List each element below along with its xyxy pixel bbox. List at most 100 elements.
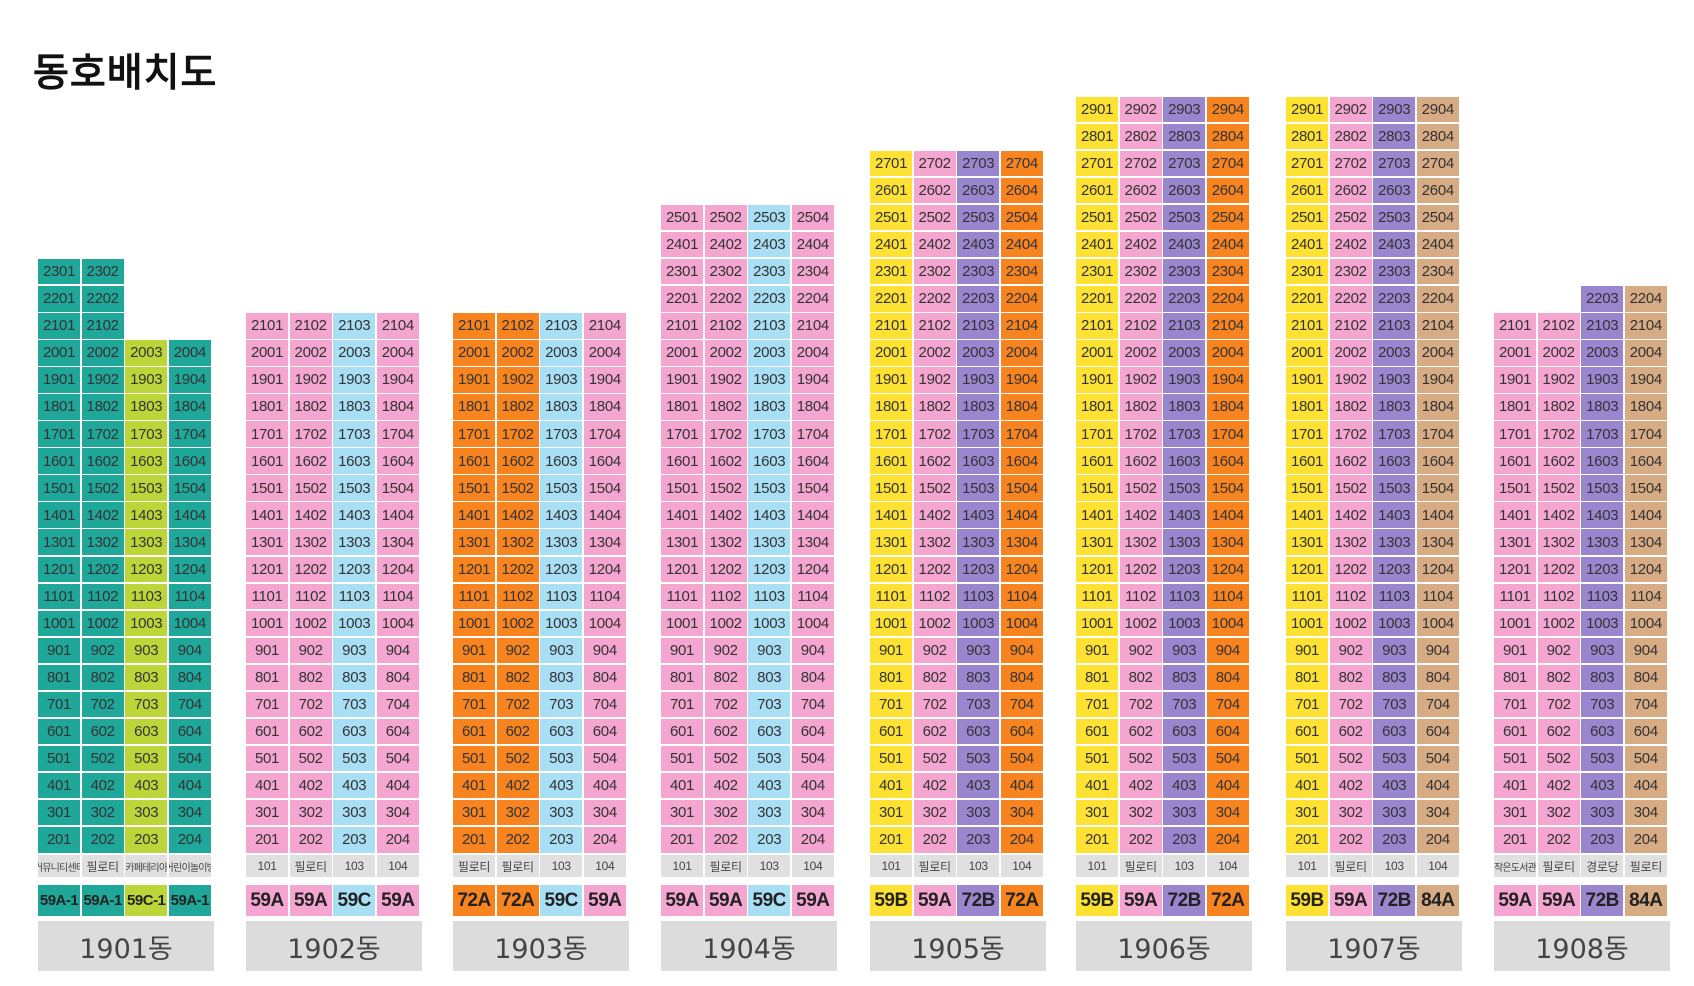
unit-cell: 602: [1119, 718, 1162, 745]
unit-cell: 804: [1000, 664, 1043, 691]
ground-floor-cell: 101: [661, 855, 704, 877]
unit-cell: 901: [1076, 637, 1119, 664]
ground-floor-cell: 필로티: [1329, 855, 1372, 877]
unit-cell: 904: [1624, 637, 1667, 664]
unit-cell: 902: [1329, 637, 1372, 664]
unit-cell: 201: [1286, 827, 1329, 853]
unit-cell: 303: [540, 799, 583, 826]
unit-cell: 1403: [1373, 502, 1416, 528]
unit-cell: 2102: [496, 313, 539, 339]
unit-cell: 304: [791, 799, 834, 826]
unit-type-label: 72A: [1000, 885, 1043, 916]
unit-cell: 2003: [125, 340, 168, 366]
unit-cell: 902: [1119, 637, 1162, 664]
unit-cell: 802: [1329, 664, 1372, 691]
unit-cell: 1602: [1119, 448, 1162, 474]
unit-cell: 1904: [583, 367, 626, 393]
unit-cell: 1703: [957, 421, 1000, 447]
unit-cell: 501: [870, 745, 913, 772]
unit-cell: 704: [1416, 691, 1459, 718]
unit-cell: 502: [289, 745, 332, 772]
unit-cell: 1301: [246, 529, 289, 555]
unit-cell: 801: [870, 664, 913, 691]
unit-cell: 1502: [81, 475, 124, 501]
unit-cell: 2902: [1119, 96, 1162, 123]
unit-cell: 2104: [791, 313, 834, 339]
ground-floor-cell: 101: [1286, 855, 1329, 877]
unit-cell: 303: [1373, 799, 1416, 826]
building-label: 1901동: [38, 921, 214, 971]
unit-cell: 1504: [583, 475, 626, 501]
unit-cell: 601: [661, 718, 704, 745]
unit-cell: 1703: [1581, 421, 1624, 447]
building-label: 1906동: [1076, 921, 1252, 971]
ground-floor-cell: 103: [333, 855, 376, 877]
unit-cell: 1704: [376, 421, 419, 447]
unit-cell: 1602: [289, 448, 332, 474]
building-label: 1902동: [246, 921, 422, 971]
unit-cell: 1402: [1537, 502, 1580, 528]
unit-cell: 2501: [1286, 204, 1329, 231]
unit-cell: 203: [957, 827, 1000, 853]
unit-cell: 403: [1163, 772, 1206, 799]
unit-cell: 2102: [1537, 313, 1580, 339]
unit-cell: 1703: [333, 421, 376, 447]
unit-cell: 401: [1494, 772, 1537, 799]
unit-cell: 402: [1537, 772, 1580, 799]
unit-cell: 1603: [540, 448, 583, 474]
unit-cell: 1003: [1373, 610, 1416, 637]
unit-type-label: 84A: [1624, 885, 1667, 916]
unit-cell: 901: [38, 637, 81, 664]
ground-floor-cell: 104: [583, 855, 626, 877]
unit-cell: 1303: [540, 529, 583, 555]
unit-cell: 2501: [870, 204, 913, 231]
unit-cell: 1901: [870, 367, 913, 393]
unit-cell: 402: [1329, 772, 1372, 799]
unit-cell: 2004: [1206, 340, 1249, 366]
unit-cell: 1803: [957, 394, 1000, 420]
unit-cell: 904: [791, 637, 834, 664]
unit-cell: 1602: [1329, 448, 1372, 474]
ground-floor-cell: 필로티: [496, 855, 539, 877]
unit-cell: 302: [704, 799, 747, 826]
unit-cell: 1602: [704, 448, 747, 474]
unit-cell: 2601: [1076, 177, 1119, 204]
unit-cell: 803: [1581, 664, 1624, 691]
unit-cell: 503: [1163, 745, 1206, 772]
unit-cell: 1404: [376, 502, 419, 528]
unit-cell: 2603: [1373, 177, 1416, 204]
unit-cell: 1602: [913, 448, 956, 474]
unit-cell: 2103: [1163, 313, 1206, 339]
unit-cell: 1702: [913, 421, 956, 447]
ground-floor-cell: 104: [791, 855, 834, 877]
building-label: 1905동: [870, 921, 1046, 971]
unit-cell: 401: [870, 772, 913, 799]
unit-cell: 1504: [1624, 475, 1667, 501]
unit-cell: 2202: [704, 286, 747, 312]
unit-cell: 1904: [1624, 367, 1667, 393]
unit-cell: 2202: [81, 286, 124, 312]
unit-cell: 1603: [125, 448, 168, 474]
unit-cell: 1502: [1329, 475, 1372, 501]
unit-cell: 1304: [583, 529, 626, 555]
unit-cell: 1003: [1163, 610, 1206, 637]
ground-floor-cell: 필로티: [1119, 855, 1162, 877]
unit-cell: 502: [81, 745, 124, 772]
unit-cell: 1002: [496, 610, 539, 637]
unit-cell: 1901: [38, 367, 81, 393]
unit-cell: 404: [376, 772, 419, 799]
unit-type-label: 59A-1: [81, 885, 124, 916]
unit-cell: 1601: [246, 448, 289, 474]
unit-cell: 703: [125, 691, 168, 718]
unit-type-label: 59B: [1076, 885, 1119, 916]
unit-cell: 802: [81, 664, 124, 691]
unit-cell: 203: [540, 827, 583, 853]
unit-cell: 2501: [1076, 204, 1119, 231]
unit-cell: 1004: [168, 610, 211, 637]
unit-cell: 1301: [38, 529, 81, 555]
unit-cell: 803: [748, 664, 791, 691]
unit-cell: 2103: [540, 313, 583, 339]
unit-cell: 2304: [1206, 258, 1249, 285]
unit-cell: 804: [376, 664, 419, 691]
unit-cell: 1703: [540, 421, 583, 447]
